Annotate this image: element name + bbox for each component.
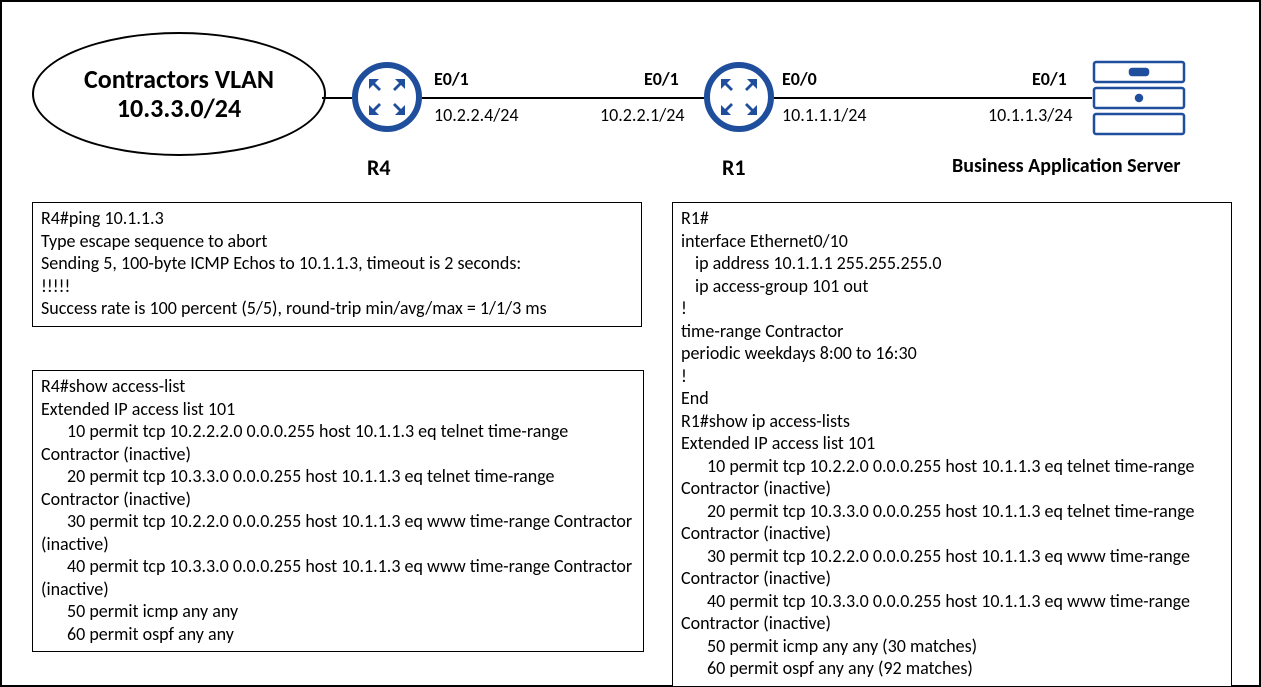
r1-l9: End: [681, 387, 1223, 410]
link-r4-r1: [422, 97, 704, 99]
r1-l16: 30 permit tcp 10.2.2.0 0.0.0.255 host 10…: [681, 545, 1223, 568]
r4-ping-l1: R4#ping 10.1.1.3: [41, 207, 633, 230]
if-r1-e01: E0/1: [644, 68, 679, 90]
r1-l8: !: [681, 365, 1223, 388]
r1-l4: ip access-group 101 out: [681, 275, 1223, 298]
router-r4-label: R4: [367, 154, 391, 181]
r1-l3: ip address 10.1.1.1 255.255.255.0: [681, 252, 1223, 275]
vlan-subnet: 10.3.3.0/24: [117, 94, 241, 123]
r4-acl-l5: 20 permit tcp 10.3.3.0 0.0.0.255 host 10…: [41, 465, 635, 488]
r1-config-output: R1# interface Ethernet0/10 ip address 10…: [672, 202, 1232, 687]
ip-r4-e01: 10.2.2.4/24: [434, 104, 518, 126]
r1-l18: 40 permit tcp 10.3.3.0 0.0.0.255 host 10…: [681, 590, 1223, 613]
r4-acl-l11: 50 permit icmp any any: [41, 600, 635, 623]
r4-ping-l4: !!!!!: [41, 275, 633, 298]
server-icon: [1092, 58, 1187, 145]
diagram-frame: Contractors VLAN 10.3.3.0/24 R4 R1: [0, 0, 1261, 687]
vlan-title: Contractors VLAN: [84, 65, 274, 94]
r4-acl-l7: 30 permit tcp 10.2.2.0 0.0.0.255 host 10…: [41, 510, 635, 533]
r4-acl-l2: Extended IP access list 101: [41, 398, 635, 421]
router-r1-icon: [704, 62, 774, 132]
r1-l13: Contractor (inactive): [681, 477, 1223, 500]
ip-r1-e00: 10.1.1.1/24: [782, 104, 866, 126]
r4-ping-l2: Type escape sequence to abort: [41, 230, 633, 253]
ip-srv-e01: 10.1.1.3/24: [988, 104, 1072, 126]
r4-ping-l3: Sending 5, 100-byte ICMP Echos to 10.1.1…: [41, 252, 633, 275]
r1-l21: 60 permit ospf any any (92 matches): [681, 657, 1223, 680]
if-srv-e01: E0/1: [1032, 68, 1067, 90]
link-r1-server: [774, 97, 1092, 99]
r1-l10: R1#show ip access-lists: [681, 410, 1223, 433]
r4-acl-l12: 60 permit ospf any any: [41, 623, 635, 646]
link-vlan-r4: [322, 97, 352, 99]
r4-acl-l8: (inactive): [41, 533, 635, 556]
server-label: Business Application Server: [952, 154, 1180, 178]
if-r1-e00: E0/0: [782, 68, 817, 90]
r1-l11: Extended IP access list 101: [681, 432, 1223, 455]
r4-ping-l5: Success rate is 100 percent (5/5), round…: [41, 297, 633, 320]
r4-acl-l1: R4#show access-list: [41, 375, 635, 398]
r1-l17: Contractor (inactive): [681, 567, 1223, 590]
r4-ping-output: R4#ping 10.1.1.3 Type escape sequence to…: [32, 202, 642, 327]
router-r4-icon: [352, 62, 422, 132]
router-r1-label: R1: [722, 154, 746, 181]
r1-l19: Contractor (inactive): [681, 612, 1223, 635]
r1-l20: 50 permit icmp any any (30 matches): [681, 635, 1223, 658]
r4-acl-l10: (inactive): [41, 578, 635, 601]
r1-l12: 10 permit tcp 10.2.2.0 0.0.0.255 host 10…: [681, 455, 1223, 478]
r1-l6: time-range Contractor: [681, 320, 1223, 343]
r4-acl-output: R4#show access-list Extended IP access l…: [32, 370, 644, 652]
r1-l5: !: [681, 297, 1223, 320]
if-r4-e01: E0/1: [434, 68, 469, 90]
r4-acl-l9: 40 permit tcp 10.3.3.0 0.0.0.255 host 10…: [41, 555, 635, 578]
r4-acl-l6: Contractor (inactive): [41, 488, 635, 511]
r4-acl-l4: Contractor (inactive): [41, 443, 635, 466]
ip-r1-e01: 10.2.2.1/24: [600, 104, 684, 126]
r1-l2: interface Ethernet0/10: [681, 230, 1223, 253]
r1-l15: Contractor (inactive): [681, 522, 1223, 545]
contractors-vlan-ellipse: Contractors VLAN 10.3.3.0/24: [32, 32, 326, 156]
r1-l1: R1#: [681, 207, 1223, 230]
r1-l7: periodic weekdays 8:00 to 16:30: [681, 342, 1223, 365]
r1-l14: 20 permit tcp 10.3.3.0 0.0.0.255 host 10…: [681, 500, 1223, 523]
r4-acl-l3: 10 permit tcp 10.2.2.2.0 0.0.0.255 host …: [41, 420, 635, 443]
